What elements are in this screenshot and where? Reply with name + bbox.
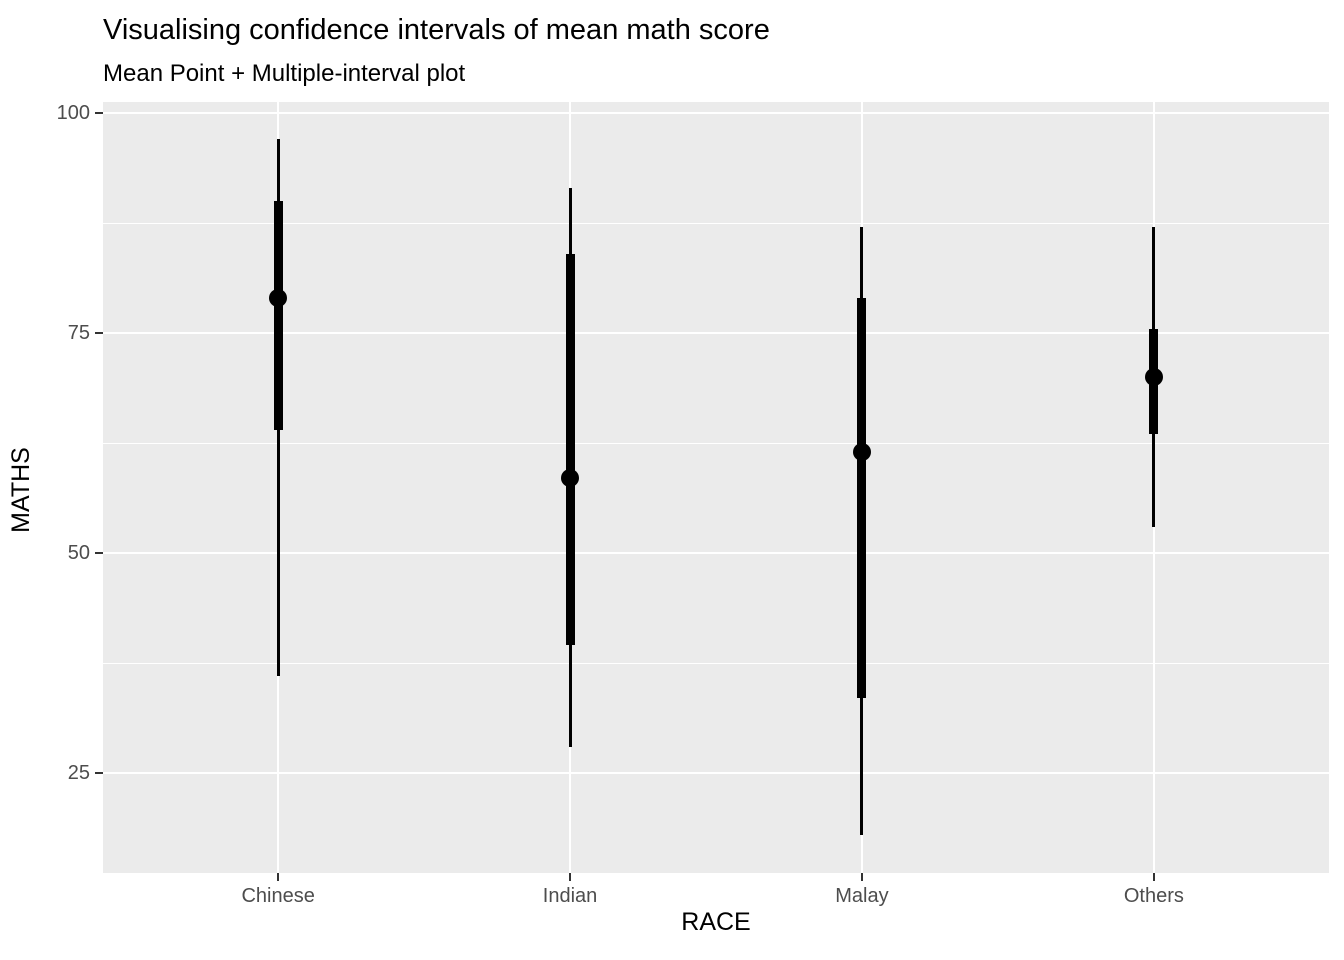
inner-interval-indian xyxy=(565,253,575,646)
x-tick-label-malay: Malay xyxy=(835,885,889,907)
major-gridline-y-75 xyxy=(103,332,1329,334)
major-gridline-y-25 xyxy=(103,772,1329,774)
x-tick-mark-indian xyxy=(569,873,572,881)
mean-point-chinese xyxy=(269,288,288,307)
y-tick-label-75: 75 xyxy=(67,322,90,344)
major-gridline-y-50 xyxy=(103,552,1329,554)
inner-interval-chinese xyxy=(273,201,283,430)
minor-gridline-y-37.5 xyxy=(103,662,1329,664)
y-tick-mark-25 xyxy=(95,772,103,774)
y-tick-mark-100 xyxy=(95,112,103,114)
minor-gridline-y-62.5 xyxy=(103,442,1329,444)
y-tick-mark-50 xyxy=(95,552,103,554)
x-axis-title: RACE xyxy=(681,908,751,936)
x-tick-label-indian: Indian xyxy=(542,885,598,907)
y-tick-label-50: 50 xyxy=(67,542,90,564)
x-tick-mark-chinese xyxy=(277,873,280,881)
mean-point-malay xyxy=(852,442,871,461)
y-tick-label-100: 100 xyxy=(56,102,90,124)
y-tick-mark-75 xyxy=(95,332,103,334)
mean-point-indian xyxy=(561,469,580,488)
x-tick-mark-others xyxy=(1152,873,1155,881)
plot-panel xyxy=(103,102,1329,873)
x-tick-label-others: Others xyxy=(1123,885,1184,907)
major-gridline-y-100 xyxy=(103,112,1329,114)
mean-point-others xyxy=(1144,368,1163,386)
inner-interval-malay xyxy=(857,297,867,699)
x-tick-label-chinese: Chinese xyxy=(241,885,315,907)
chart-title: Visualising confidence intervals of mean… xyxy=(103,14,770,46)
x-tick-mark-malay xyxy=(860,873,863,881)
chart-subtitle: Mean Point + Multiple-interval plot xyxy=(103,60,466,87)
minor-gridline-y-87.5 xyxy=(103,222,1329,224)
y-tick-label-25: 25 xyxy=(67,762,90,784)
